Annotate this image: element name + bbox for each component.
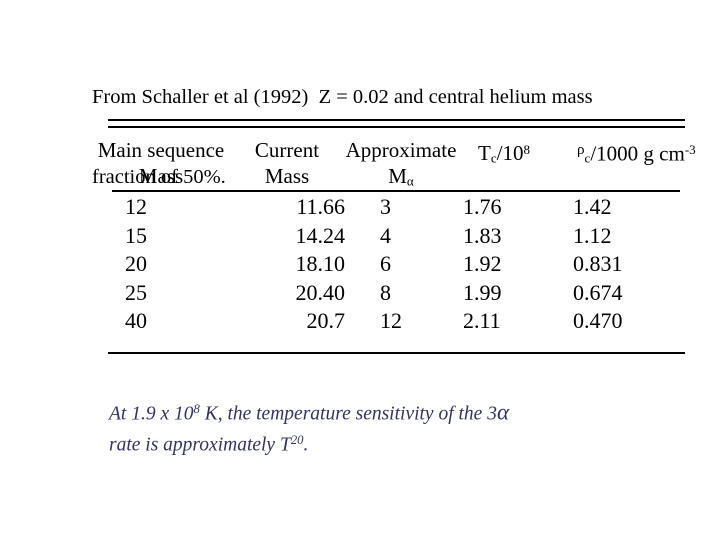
tc-subscript: c [490, 150, 497, 166]
table-row: 40 20.7 12 2.11 0.470 [0, 307, 720, 336]
rho-exponent: -3 [684, 142, 696, 158]
table-row: 20 18.10 6 1.92 0.831 [0, 250, 720, 279]
column-header-rho-c: ρc/1000 g cm-3 [577, 137, 696, 172]
column-header-current-mass: Current Mass [236, 137, 338, 189]
cell-m-alpha: 8 [380, 279, 391, 305]
alpha-symbol: α [496, 398, 510, 425]
rho-subscript: c [584, 150, 591, 166]
cell-tc: 2.11 [463, 308, 501, 333]
cell-rho-c: 0.470 [573, 308, 623, 333]
cell-rho-c: 0.831 [573, 251, 623, 276]
cell-main-seq-mass: 25 [125, 279, 147, 305]
header-current-line2: Mass [264, 164, 310, 188]
cell-current-mass: 20.40 [295, 279, 346, 305]
footnote-text: K, the temperature sensitivity of the 3 [199, 403, 497, 425]
header-main-sequence-line2: Mass [138, 164, 184, 188]
cell-m-alpha: 6 [380, 251, 391, 276]
cell-tc: 1.92 [463, 251, 502, 276]
table-row: 12 11.66 3 1.76 1.42 [0, 193, 720, 222]
cell-current-mass: 14.24 [295, 222, 346, 248]
cell-rho-c: 1.12 [573, 222, 612, 248]
table-bottom-rule [108, 352, 685, 354]
footnote-text: rate is approximately T [109, 434, 291, 456]
cell-m-alpha: 12 [380, 308, 402, 333]
footnote-text: At 1.9 x 10 [109, 403, 194, 425]
cell-main-seq-mass: 12 [125, 194, 147, 219]
cell-main-seq-mass: 20 [125, 251, 147, 276]
title-line-2: fraction of 50%. [92, 165, 226, 188]
table-top-rule-lower [108, 126, 685, 128]
cell-m-alpha: 4 [380, 222, 391, 248]
header-current-line1: Current [254, 138, 320, 162]
rho-symbol: ρ [577, 142, 585, 158]
table-header-rule [112, 190, 680, 192]
footnote-text: . [303, 434, 309, 456]
footnote-line-1: At 1.9 x 108 K, the temperature sensitiv… [109, 396, 509, 427]
footnote-exponent-20: 20 [290, 433, 304, 448]
cell-rho-c: 1.42 [573, 194, 612, 219]
cell-rho-c: 0.674 [573, 279, 623, 305]
table-row: 15 14.24 4 1.83 1.12 [0, 222, 720, 251]
m-alpha-subscript: α [406, 173, 414, 189]
tc-exponent: 8 [523, 142, 530, 157]
column-header-tc: Tc/108 [478, 137, 530, 172]
tc-base: T [478, 141, 491, 166]
m-alpha-base: M [388, 164, 407, 188]
cell-tc: 1.83 [463, 222, 502, 248]
cell-main-seq-mass: 15 [125, 222, 147, 248]
table-body: 12 11.66 3 1.76 1.42 15 14.24 4 1.83 1.1… [0, 193, 720, 336]
tc-denominator: /10 [496, 141, 524, 166]
cell-tc: 1.76 [463, 194, 502, 219]
cell-tc: 1.99 [463, 279, 502, 305]
header-approximate-line2: Mα [341, 163, 461, 194]
slide-title: From Schaller et al (1992) Z = 0.02 and … [92, 31, 593, 243]
footnote-exponent-8: 8 [193, 402, 200, 416]
table-top-rule-upper [108, 119, 685, 121]
cell-m-alpha: 3 [380, 194, 391, 219]
cell-current-mass: 11.66 [296, 194, 345, 219]
footnote: At 1.9 x 108 K, the temperature sensitiv… [109, 396, 509, 459]
rho-units: /1000 g cm [590, 141, 685, 166]
table-row: 25 20.40 8 1.99 0.674 [0, 279, 720, 308]
title-line-1: From Schaller et al (1992) Z = 0.02 and … [92, 86, 593, 108]
column-header-approximate-m-alpha: Approximate Mα [341, 137, 461, 194]
footnote-line-2: rate is approximately T20. [109, 427, 509, 458]
header-main-sequence-line1: Main sequence [97, 138, 225, 162]
cell-current-mass: 20.7 [306, 308, 346, 333]
cell-main-seq-mass: 40 [125, 308, 147, 333]
header-approximate-line1: Approximate [345, 138, 457, 162]
cell-current-mass: 18.10 [295, 251, 346, 276]
column-header-main-sequence-mass: Main sequence Mass [95, 137, 227, 189]
